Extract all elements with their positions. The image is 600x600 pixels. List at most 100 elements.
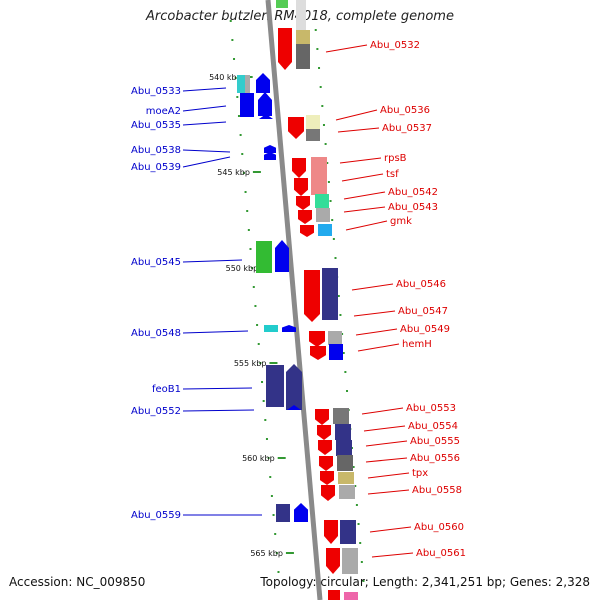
leader-line	[361, 407, 404, 415]
gene-block	[333, 408, 349, 424]
minor-tick	[275, 552, 278, 554]
gene-arrow-minus	[318, 440, 332, 455]
leader-line	[337, 127, 380, 133]
minor-tick	[241, 153, 244, 155]
minor-tick	[251, 267, 254, 269]
gene-block	[306, 129, 320, 141]
leader-line	[357, 343, 400, 352]
minor-tick	[233, 58, 236, 60]
minor-tick	[314, 29, 317, 31]
minor-tick	[329, 200, 332, 202]
gene-block	[338, 472, 354, 484]
gene-block	[240, 93, 254, 117]
minor-tick	[321, 105, 324, 107]
gene-label-abu_0545: Abu_0545	[131, 257, 181, 268]
leader-line	[182, 330, 249, 334]
gene-label-abu_0556: Abu_0556	[410, 453, 460, 464]
minor-tick	[357, 523, 360, 525]
minor-tick	[331, 219, 334, 221]
gene-arrow-plus	[287, 405, 301, 410]
minor-tick	[352, 466, 355, 468]
gene-arrow-plus	[256, 73, 270, 93]
gene-arrow-minus	[321, 485, 335, 501]
gene-label-abu_0549: Abu_0549	[400, 324, 450, 335]
minor-tick	[272, 514, 275, 516]
gene-block	[329, 344, 343, 360]
gene-block	[328, 590, 340, 600]
gene-label-abu_0538: Abu_0538	[131, 145, 181, 156]
leader-line	[182, 387, 253, 390]
leader-line	[363, 425, 406, 432]
gene-block	[256, 241, 272, 273]
gene-label-abu_0547: Abu_0547	[398, 306, 448, 317]
gene-label-moea2: moeA2	[146, 106, 181, 117]
gene-label-abu_0552: Abu_0552	[131, 406, 181, 417]
gene-arrow-plus	[275, 240, 289, 272]
gene-arrow-plus	[282, 325, 296, 332]
gene-block	[337, 455, 353, 471]
gene-block	[245, 75, 250, 93]
gene-arrow-plus	[264, 145, 276, 153]
minor-tick	[256, 324, 259, 326]
minor-tick	[259, 362, 262, 364]
gene-arrow-minus	[304, 270, 320, 322]
gene-block	[316, 208, 330, 222]
leader-line	[182, 87, 227, 92]
minor-tick	[277, 571, 280, 573]
minor-tick	[332, 238, 335, 240]
gene-label-abu_0532: Abu_0532	[370, 40, 420, 51]
gene-block	[328, 331, 342, 345]
gene-arrow-minus	[310, 346, 326, 360]
minor-tick	[326, 162, 329, 164]
minor-tick	[229, 20, 232, 22]
gene-label-abu_0560: Abu_0560	[414, 522, 464, 533]
leader-line	[355, 328, 398, 336]
accession-text: Accession: NC_009850	[9, 575, 146, 589]
gene-block	[335, 424, 351, 440]
minor-tick	[355, 504, 358, 506]
gene-arrow-minus	[294, 178, 308, 196]
minor-tick	[257, 343, 260, 345]
minor-tick	[337, 295, 340, 297]
scale-tick-label: 565 kbp	[250, 549, 283, 558]
leader-line	[182, 121, 227, 126]
leader-line	[365, 440, 408, 447]
minor-tick	[339, 314, 342, 316]
gene-label-abu_0533: Abu_0533	[131, 86, 181, 97]
minor-tick	[327, 181, 330, 183]
gene-block	[322, 268, 338, 320]
gene-label-abu_0558: Abu_0558	[412, 485, 462, 496]
minor-tick	[341, 333, 344, 335]
gene-arrow-plus	[294, 503, 308, 522]
gene-block	[266, 365, 284, 407]
minor-tick	[360, 561, 363, 563]
minor-tick	[342, 352, 345, 354]
minor-tick	[270, 495, 273, 497]
gene-label-tpx: tpx	[412, 468, 428, 479]
minor-tick	[318, 67, 321, 69]
leader-line	[351, 283, 394, 291]
minor-tick	[362, 580, 365, 582]
gene-label-abu_0554: Abu_0554	[408, 421, 458, 432]
gene-block	[342, 548, 358, 574]
gene-arrow-minus	[326, 548, 340, 574]
minor-tick	[236, 96, 239, 98]
minor-tick	[237, 115, 240, 117]
gene-block	[336, 440, 352, 456]
gene-label-abu_0539: Abu_0539	[131, 162, 181, 173]
gene-arrow-minus	[309, 331, 325, 347]
gene-block	[339, 485, 355, 499]
gene-label-feob1: feoB1	[152, 384, 181, 395]
gene-label-tsf: tsf	[386, 169, 399, 180]
gene-arrow-minus	[300, 225, 314, 237]
minor-tick	[359, 542, 362, 544]
minor-tick	[242, 172, 245, 174]
scale-tick-label: 540 kbp	[209, 73, 242, 82]
gene-block	[296, 30, 310, 44]
leader-line	[369, 526, 412, 533]
minor-tick	[269, 476, 272, 478]
minor-tick	[254, 305, 257, 307]
minor-tick	[346, 390, 349, 392]
gene-label-abu_0537: Abu_0537	[382, 123, 432, 134]
leader-line	[335, 109, 378, 121]
